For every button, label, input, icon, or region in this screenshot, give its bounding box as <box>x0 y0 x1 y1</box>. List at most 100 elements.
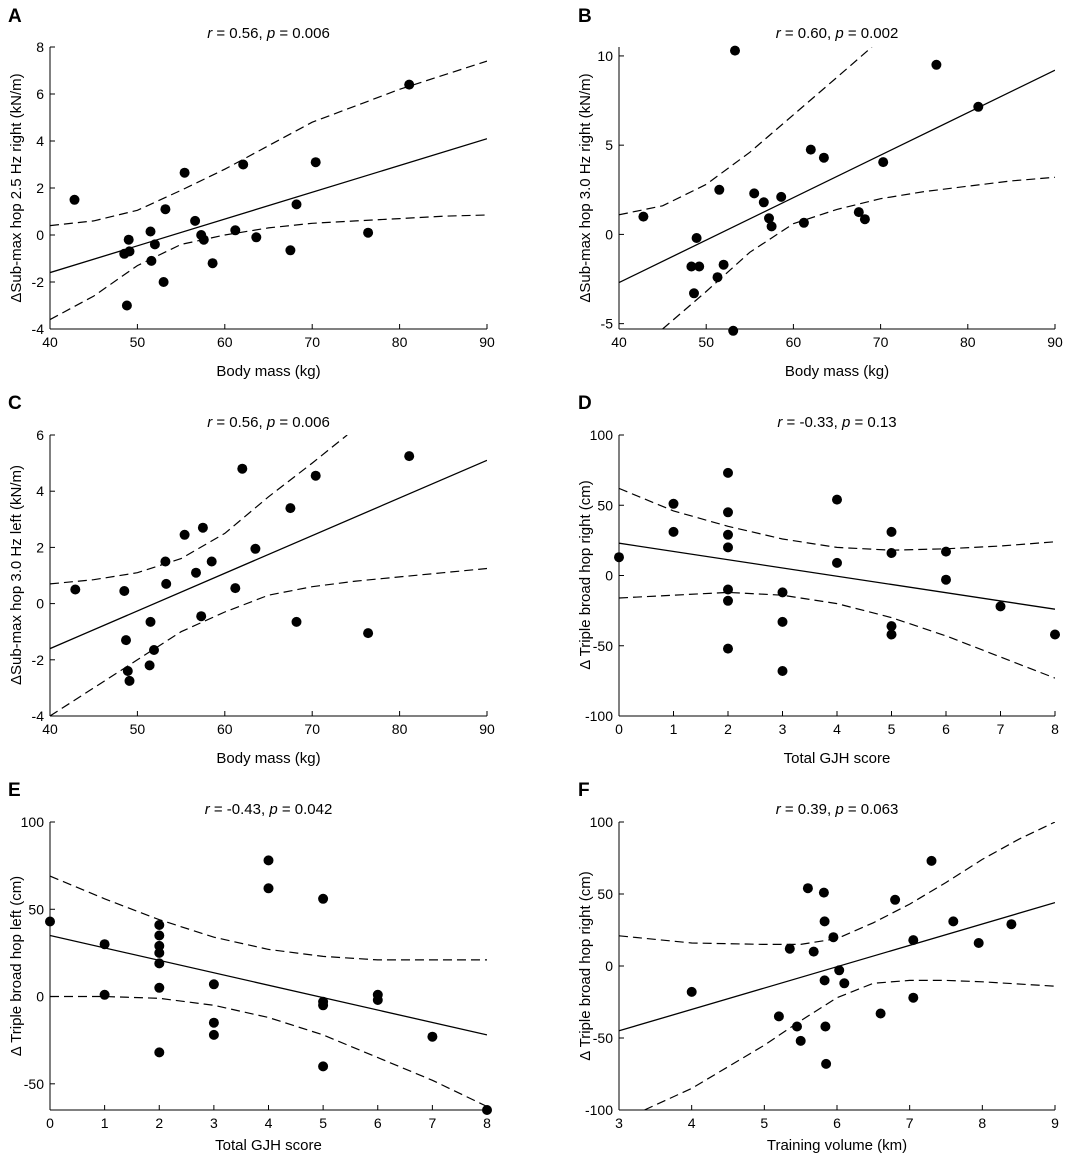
stat-r-value: = -0.43, <box>210 801 270 818</box>
data-point <box>154 930 165 941</box>
data-point <box>123 234 134 245</box>
data-point <box>154 920 165 930</box>
data-point <box>853 207 864 218</box>
data-point <box>154 940 165 951</box>
data-point <box>121 635 131 646</box>
data-point <box>285 503 296 514</box>
data-point <box>714 184 725 195</box>
panel-label: E <box>8 780 21 801</box>
data-point <box>820 1021 831 1032</box>
ci-upper-line <box>619 47 873 216</box>
y-axis-label: ΔSub-max hop 2.5 Hz right (kN/m) <box>8 73 25 302</box>
y-tick-label: 0 <box>36 989 44 1005</box>
stat-p-label: p <box>266 25 275 42</box>
stat-r-value: = 0.60, <box>781 25 836 42</box>
stat-p-value: = 0.006 <box>275 414 330 431</box>
ci-lower-line <box>50 214 487 321</box>
ci-upper-line <box>50 60 487 227</box>
data-point <box>427 1031 438 1042</box>
x-tick-label: 8 <box>978 1115 986 1131</box>
panel-a: Ar = 0.56, p = 0.006 40 50 60 70 80 90 -4 -2 0 2 4 6… <box>8 6 495 380</box>
data-point <box>668 526 679 537</box>
panel-label: C <box>8 393 22 414</box>
data-point <box>208 1029 219 1040</box>
data-point <box>908 992 919 1003</box>
x-tick-label: 60 <box>217 334 233 350</box>
y-tick-label: 6 <box>36 86 44 102</box>
data-point <box>179 167 190 178</box>
x-tick-label: 0 <box>615 721 623 737</box>
stat-p-value: = 0.13 <box>850 414 896 431</box>
stat-p-value: = 0.063 <box>844 801 899 818</box>
y-tick-label: -100 <box>585 708 613 724</box>
regression-line <box>50 934 487 1036</box>
y-tick-label: 0 <box>36 596 44 612</box>
data-point <box>686 261 697 272</box>
panel-f: Fr = 0.39, p = 0.063 3 4 5 6 7 8 9 -100 -50 0 50 100… <box>577 780 1059 1154</box>
x-tick-label: 80 <box>960 334 976 350</box>
data-point <box>926 855 937 866</box>
data-point <box>263 883 274 894</box>
x-tick-label: 70 <box>873 334 889 350</box>
x-axis-label: Body mass (kg) <box>216 750 320 767</box>
data-point <box>834 965 845 976</box>
x-tick-label: 2 <box>155 1115 163 1131</box>
stat-text: r = 0.56, p = 0.006 <box>207 25 330 42</box>
data-point <box>749 188 760 199</box>
x-tick-label: 60 <box>217 721 233 737</box>
x-tick-label: 90 <box>479 721 495 737</box>
data-point <box>784 943 795 954</box>
ci-upper-line <box>619 822 1055 945</box>
data-point <box>818 152 829 163</box>
data-point <box>318 1061 329 1072</box>
x-tick-label: 1 <box>101 1115 109 1131</box>
data-point <box>70 584 81 595</box>
data-point <box>206 556 217 567</box>
data-point <box>723 643 733 654</box>
data-point <box>145 616 156 627</box>
data-point <box>310 157 321 168</box>
x-tick-label: 7 <box>906 1115 914 1131</box>
data-point <box>121 300 132 311</box>
data-point <box>124 675 135 686</box>
y-tick-label: 6 <box>36 427 44 443</box>
data-point <box>363 628 374 639</box>
data-point <box>285 245 296 256</box>
data-point <box>795 1035 806 1046</box>
x-tick-label: 1 <box>670 721 678 737</box>
data-point <box>230 225 241 236</box>
data-point <box>144 660 155 671</box>
stat-r-value: = 0.56, <box>212 25 267 42</box>
ci-lower-line <box>50 567 487 716</box>
x-tick-label: 5 <box>319 1115 327 1131</box>
y-tick-label: 5 <box>605 137 613 153</box>
stat-text: r = -0.33, p = 0.13 <box>777 414 896 431</box>
stat-p-label: p <box>834 801 843 818</box>
y-tick-label: -5 <box>601 316 614 332</box>
data-point <box>764 213 774 224</box>
x-tick-label: 40 <box>42 334 58 350</box>
data-point <box>886 621 897 632</box>
data-point <box>777 616 788 627</box>
data-point <box>145 226 156 237</box>
x-tick-label: 50 <box>130 334 146 350</box>
x-axis-label: Body mass (kg) <box>216 363 320 380</box>
data-point <box>238 159 249 170</box>
regression-line <box>50 138 487 274</box>
y-tick-label: 10 <box>597 48 613 64</box>
data-point <box>776 191 787 202</box>
panel-label: B <box>578 6 592 27</box>
panel-label: F <box>578 780 590 801</box>
x-tick-label: 3 <box>779 721 787 737</box>
ci-lower-line <box>619 591 1055 679</box>
data-point <box>839 978 850 989</box>
stat-r-value: = 0.56, <box>212 414 267 431</box>
y-tick-label: -2 <box>32 274 45 290</box>
data-point <box>638 211 649 222</box>
data-point <box>802 883 813 894</box>
data-point <box>723 542 733 553</box>
y-tick-label: -4 <box>32 321 45 337</box>
data-point <box>310 470 321 481</box>
y-tick-label: -4 <box>32 708 45 724</box>
x-axis-label: Total GJH score <box>784 750 891 767</box>
